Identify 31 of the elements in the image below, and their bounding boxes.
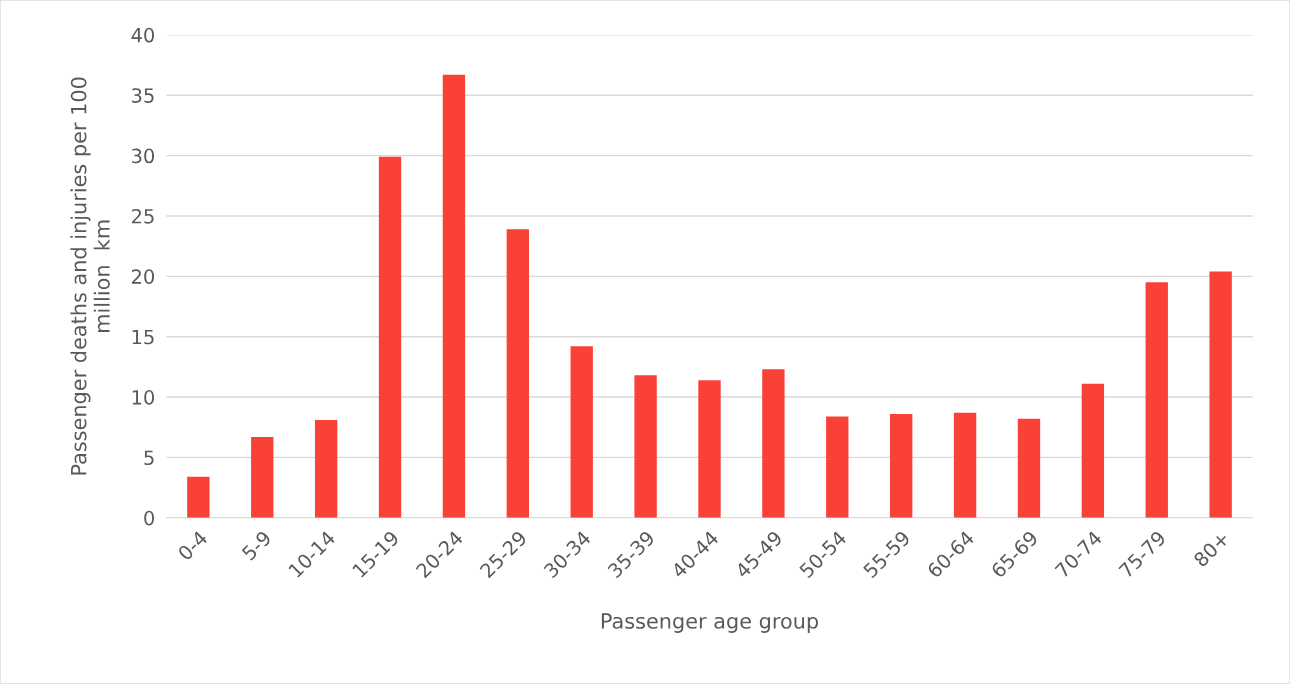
x-tick-label: 0-4 bbox=[177, 529, 209, 562]
y-tick-label: 40 bbox=[131, 27, 155, 43]
bar bbox=[762, 369, 785, 518]
y-tick-label: 35 bbox=[132, 88, 154, 103]
bar bbox=[251, 436, 274, 518]
bar bbox=[187, 476, 210, 518]
bar bbox=[698, 380, 721, 518]
y-tick-label: 20 bbox=[131, 269, 155, 284]
bar bbox=[506, 229, 529, 518]
y-tick-label: 5 bbox=[144, 450, 154, 466]
y-tick-label: 25 bbox=[131, 208, 154, 224]
y-tick-label: 30 bbox=[132, 148, 155, 164]
y-tick-label: 10 bbox=[132, 390, 155, 405]
bar bbox=[570, 346, 593, 518]
bar bbox=[1017, 418, 1041, 518]
bar bbox=[634, 375, 657, 518]
bar bbox=[1081, 383, 1105, 518]
bar bbox=[953, 412, 977, 518]
bar bbox=[890, 413, 913, 518]
x-axis-title: Passenger age group bbox=[601, 613, 818, 633]
x-tick-label: 80+ bbox=[1192, 530, 1230, 568]
y-tick-label: 15 bbox=[132, 329, 154, 345]
y-axis-title: Passenger deaths and injuries per 100 million km bbox=[70, 77, 110, 475]
x-tick-label: 5-9 bbox=[241, 530, 272, 561]
y-tick-label: 0 bbox=[144, 510, 155, 526]
bar bbox=[314, 420, 338, 518]
bar bbox=[1209, 271, 1232, 518]
bar bbox=[378, 156, 402, 518]
bar bbox=[442, 74, 466, 518]
bar bbox=[1145, 282, 1168, 518]
bar bbox=[826, 416, 849, 518]
